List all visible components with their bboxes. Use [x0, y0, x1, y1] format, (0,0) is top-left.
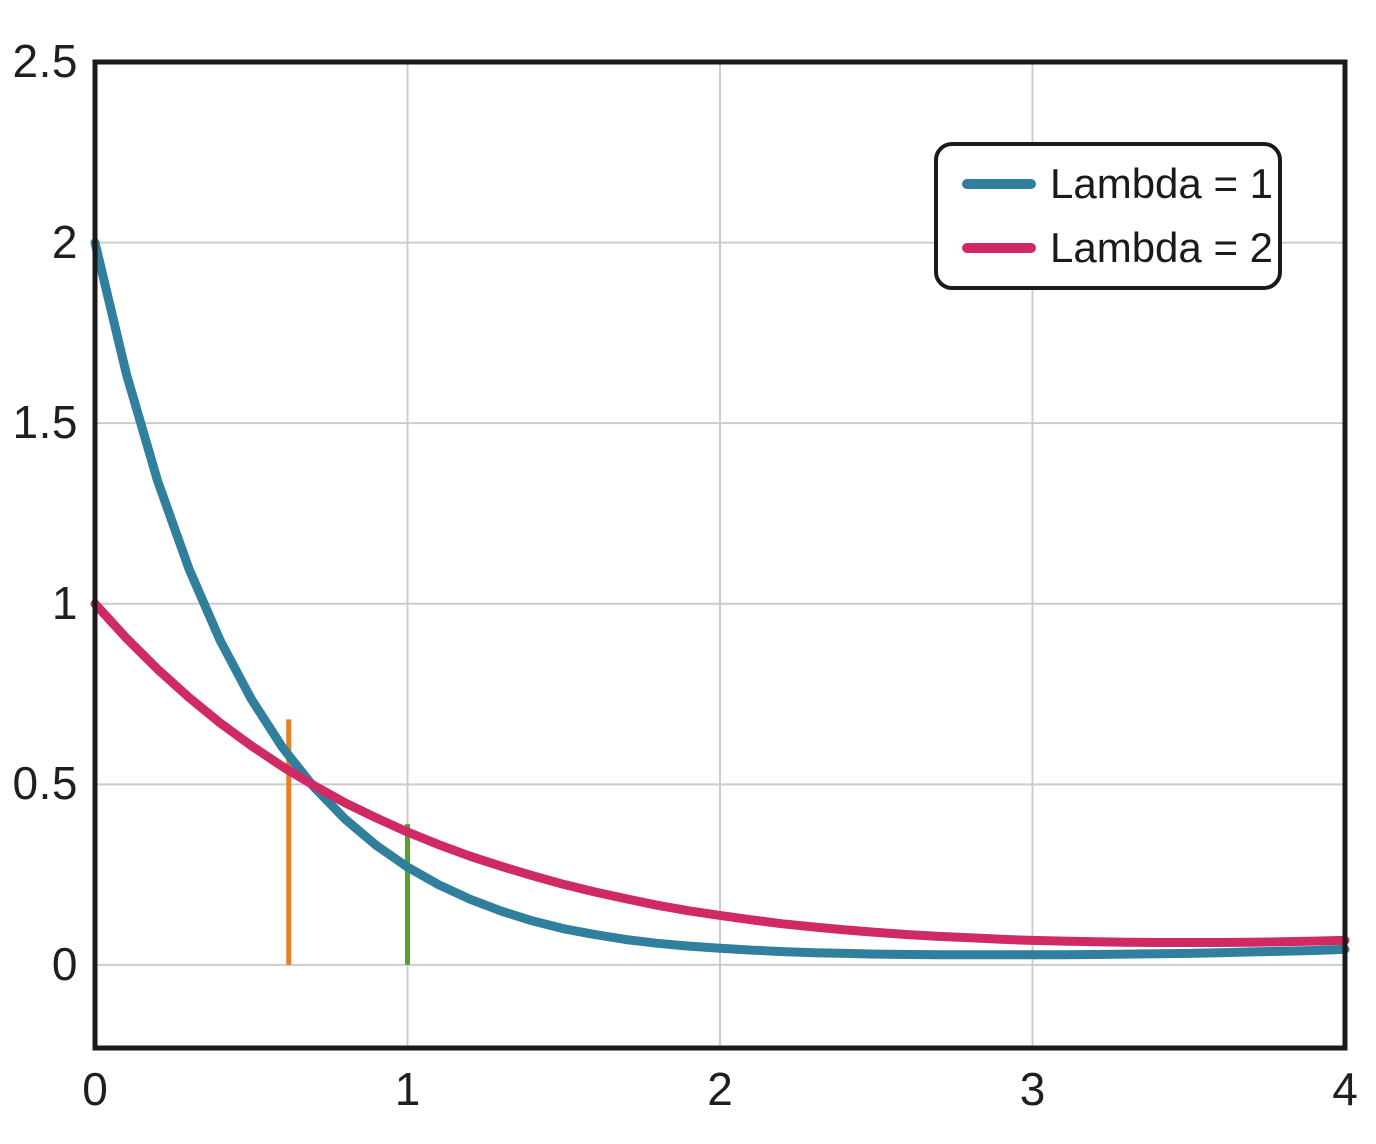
x-tick-label-4: 4 [1332, 1063, 1358, 1115]
x-tick-label-2: 2 [707, 1063, 733, 1115]
plot-frame [92, 59, 1348, 1051]
legend-item-lambda2: Lambda = 2 [962, 224, 1273, 272]
y-tick-label-1: 1 [51, 576, 78, 629]
legend-item-lambda1: Lambda = 1 [962, 160, 1273, 208]
y-tick-label-0.5: 0.5 [12, 757, 78, 810]
legend: Lambda = 1 Lambda = 2 [934, 142, 1282, 290]
legend-label-lambda1: Lambda = 1 [1050, 160, 1274, 207]
y-tick-label-2: 2 [51, 215, 78, 268]
y-tick-label-2.5: 2.5 [12, 34, 78, 87]
y-tick-label-0: 0 [51, 937, 78, 990]
legend-swatch-lambda2 [962, 243, 1036, 253]
legend-swatch-lambda1 [962, 179, 1036, 189]
x-tick-label-3: 3 [1019, 1063, 1046, 1115]
series-curve-1 [90, 599, 1350, 947]
x-tick-label-0: 0 [82, 1063, 108, 1115]
legend-label-lambda2: Lambda = 2 [1050, 224, 1274, 271]
x-tick-label-1: 1 [394, 1063, 421, 1115]
y-tick-label-1.5: 1.5 [12, 396, 78, 449]
series-curve-0 [90, 238, 1350, 960]
